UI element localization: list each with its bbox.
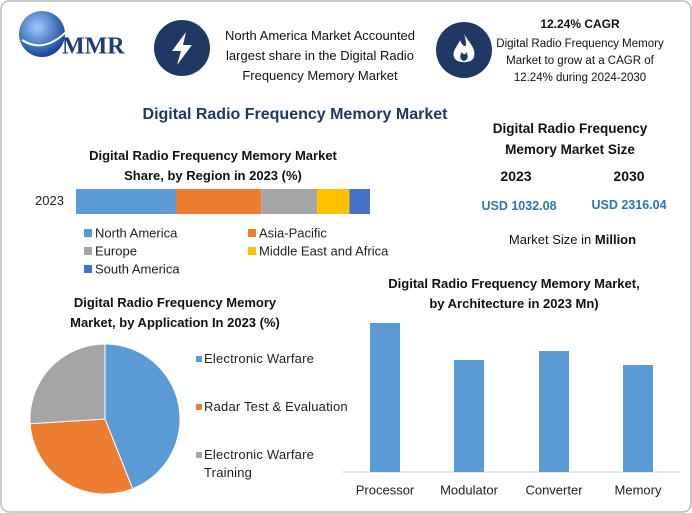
unit: Million: [594, 232, 637, 247]
bar-segment: [349, 189, 370, 214]
legend-swatch: [196, 404, 202, 410]
chart-title: Digital Radio Frequency Memory Market Sh…: [89, 148, 337, 183]
bar: [623, 365, 653, 472]
legend-item: Electronic Warfare Training: [204, 447, 315, 480]
bar: [539, 351, 569, 472]
bar-segment: [261, 189, 318, 214]
legend-label: North America: [95, 225, 178, 240]
size-value: USD 2316.04: [591, 198, 667, 212]
logo-swoosh: [21, 27, 71, 47]
legend-label: Europe: [95, 243, 137, 258]
legend-label: Electronic Warfare: [204, 351, 315, 366]
x-tick-label: Modulator: [440, 482, 498, 497]
legend-label: Radar Test & Evaluation: [204, 399, 348, 414]
legend-swatch: [84, 247, 92, 255]
size-title: Digital Radio Frequency Memory Market Si…: [492, 121, 648, 157]
size-unit-note: Market Size in Million: [480, 232, 665, 247]
size-year: 2023: [500, 168, 532, 184]
legend-swatch: [84, 265, 92, 273]
unit-prefix: Market Size in: [508, 232, 592, 247]
legend-label: Electronic Warfare Training: [204, 447, 315, 480]
legend-swatch: [196, 452, 202, 458]
pie-slice: [29, 418, 134, 495]
bar-segment: [175, 189, 262, 214]
legend-swatch: [196, 356, 202, 362]
legend-label: Middle East and Africa: [259, 243, 389, 258]
flame-icon: [453, 34, 475, 63]
bar-segment: [317, 189, 350, 214]
x-tick-label: Converter: [525, 482, 583, 497]
legend-swatch: [84, 229, 92, 237]
legend-item: Radar Test & Evaluation: [204, 399, 348, 414]
legend-swatch: [248, 247, 256, 255]
size-value: USD 1032.08: [481, 199, 557, 213]
x-tick-label: Memory: [615, 482, 662, 497]
cagr-note: Digital Radio Frequency Memory Market to…: [496, 38, 664, 84]
legend-item: Electronic Warfare: [204, 351, 315, 366]
region-note: North America Market Accounted largest s…: [224, 28, 416, 83]
flame-inner: [460, 52, 468, 61]
pie-slice: [29, 343, 106, 425]
bar: [370, 323, 400, 472]
pie-slice: [104, 343, 181, 490]
size-year: 2030: [613, 168, 645, 184]
bar-segment: [76, 189, 176, 214]
bolt-icon: [172, 32, 192, 65]
x-tick-label: Processor: [356, 482, 415, 497]
legend-swatch: [248, 229, 256, 237]
legend-label: Asia-Pacific: [259, 225, 327, 240]
category-label: 2023: [35, 193, 64, 208]
bar: [454, 360, 484, 472]
main-title: Digital Radio Frequency Memory Market: [142, 106, 448, 123]
chart-title: Digital Radio Frequency Memory Market, b…: [388, 276, 640, 311]
logo-text: MMR: [62, 34, 125, 60]
cagr-title: 12.24% CAGR: [540, 17, 620, 31]
legend-label: South America: [95, 261, 180, 276]
chart-title: Digital Radio Frequency Memory Market, b…: [70, 295, 280, 330]
logo-globe: [19, 11, 65, 57]
